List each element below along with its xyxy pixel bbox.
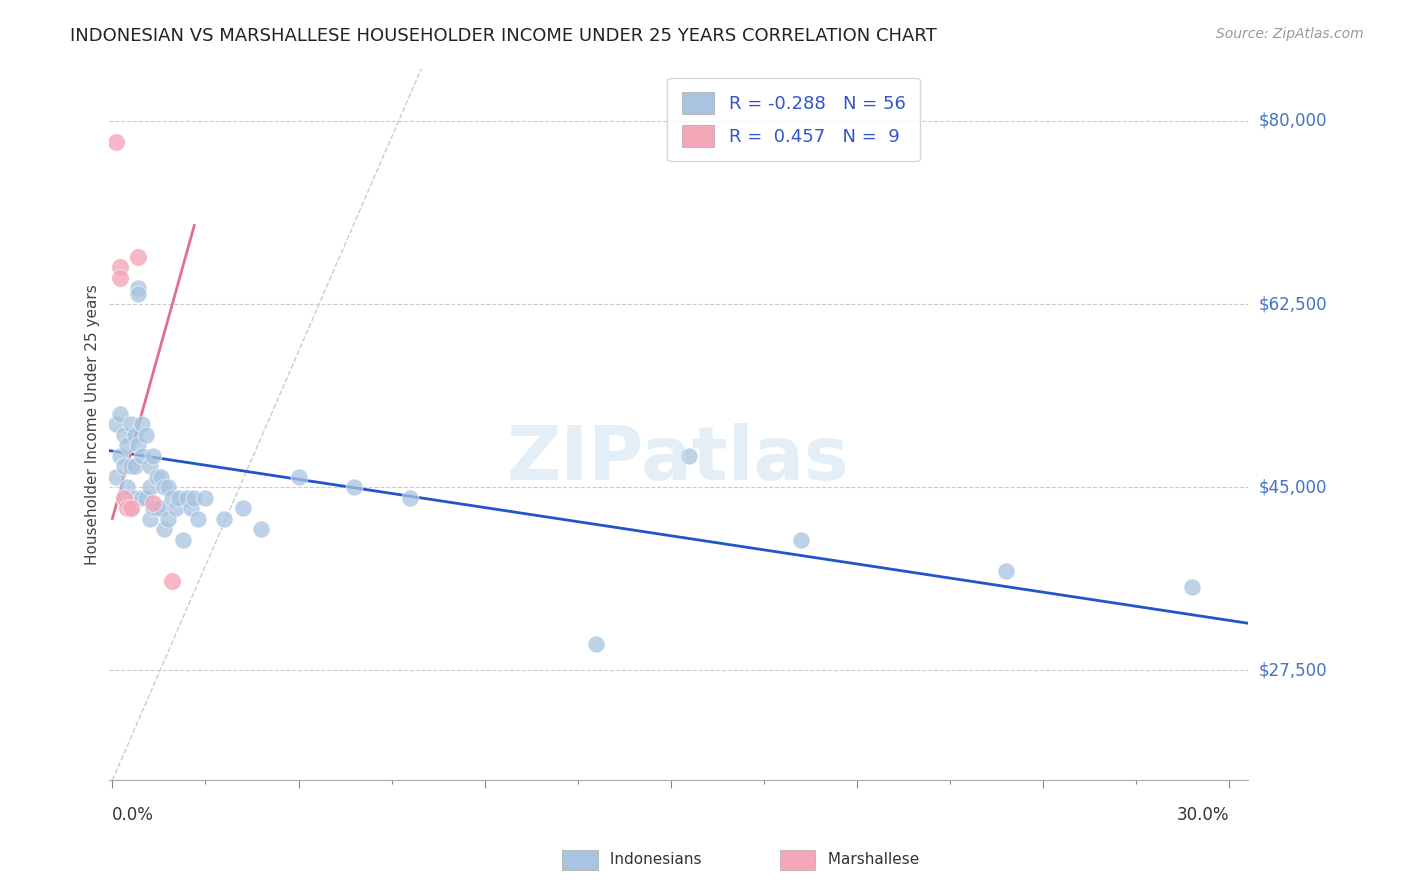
- Point: [131, 491, 153, 505]
- Point: [120, 501, 142, 516]
- Point: [127, 286, 149, 301]
- Point: [194, 491, 217, 505]
- Point: [157, 480, 180, 494]
- Text: Marshallese: Marshallese: [823, 853, 918, 867]
- Point: [399, 491, 422, 505]
- Point: [112, 427, 135, 442]
- Point: [176, 491, 198, 505]
- Point: [153, 480, 176, 494]
- Point: [138, 459, 160, 474]
- Point: [169, 491, 191, 505]
- Text: $45,000: $45,000: [1260, 478, 1327, 496]
- Point: [117, 501, 139, 516]
- Point: [108, 260, 131, 275]
- Point: [142, 449, 165, 463]
- Point: [160, 574, 183, 589]
- Point: [212, 511, 235, 525]
- Point: [112, 491, 135, 505]
- Point: [183, 491, 205, 505]
- Point: [138, 511, 160, 525]
- Point: [146, 469, 169, 483]
- Text: $27,500: $27,500: [1260, 661, 1327, 680]
- Text: Source: ZipAtlas.com: Source: ZipAtlas.com: [1216, 27, 1364, 41]
- Point: [135, 491, 157, 505]
- Y-axis label: Householder Income Under 25 years: Householder Income Under 25 years: [86, 284, 100, 565]
- Point: [250, 522, 273, 536]
- Legend: R = -0.288   N = 56, R =  0.457   N =  9: R = -0.288 N = 56, R = 0.457 N = 9: [668, 78, 920, 161]
- Point: [127, 250, 149, 264]
- Point: [117, 438, 139, 452]
- Point: [1181, 580, 1204, 594]
- Point: [343, 480, 366, 494]
- Point: [108, 449, 131, 463]
- Point: [157, 511, 180, 525]
- Point: [165, 501, 187, 516]
- Point: [120, 501, 142, 516]
- Point: [180, 501, 202, 516]
- Text: ZIPatlas: ZIPatlas: [508, 424, 849, 497]
- Point: [142, 496, 165, 510]
- Point: [108, 407, 131, 421]
- Point: [108, 270, 131, 285]
- Point: [287, 469, 309, 483]
- Point: [117, 480, 139, 494]
- Point: [994, 564, 1017, 578]
- Point: [153, 522, 176, 536]
- Point: [232, 501, 254, 516]
- Point: [127, 281, 149, 295]
- Point: [678, 449, 700, 463]
- Point: [146, 501, 169, 516]
- Text: INDONESIAN VS MARSHALLESE HOUSEHOLDER INCOME UNDER 25 YEARS CORRELATION CHART: INDONESIAN VS MARSHALLESE HOUSEHOLDER IN…: [70, 27, 936, 45]
- Point: [585, 637, 607, 651]
- Point: [112, 491, 135, 505]
- Point: [149, 501, 172, 516]
- Point: [105, 135, 128, 149]
- Point: [149, 469, 172, 483]
- Point: [160, 491, 183, 505]
- Point: [105, 469, 128, 483]
- Point: [187, 511, 209, 525]
- Point: [131, 449, 153, 463]
- Text: $62,500: $62,500: [1260, 295, 1327, 313]
- Point: [124, 459, 146, 474]
- Point: [124, 427, 146, 442]
- Point: [142, 501, 165, 516]
- Text: 0.0%: 0.0%: [112, 806, 155, 824]
- Point: [127, 438, 149, 452]
- Point: [138, 480, 160, 494]
- Point: [124, 491, 146, 505]
- Point: [120, 459, 142, 474]
- Text: $80,000: $80,000: [1260, 112, 1327, 130]
- Point: [120, 417, 142, 432]
- Point: [790, 533, 813, 547]
- Point: [112, 459, 135, 474]
- Point: [131, 417, 153, 432]
- Text: 30.0%: 30.0%: [1177, 806, 1229, 824]
- Point: [105, 417, 128, 432]
- Point: [172, 533, 194, 547]
- Point: [135, 427, 157, 442]
- Text: Indonesians: Indonesians: [605, 853, 702, 867]
